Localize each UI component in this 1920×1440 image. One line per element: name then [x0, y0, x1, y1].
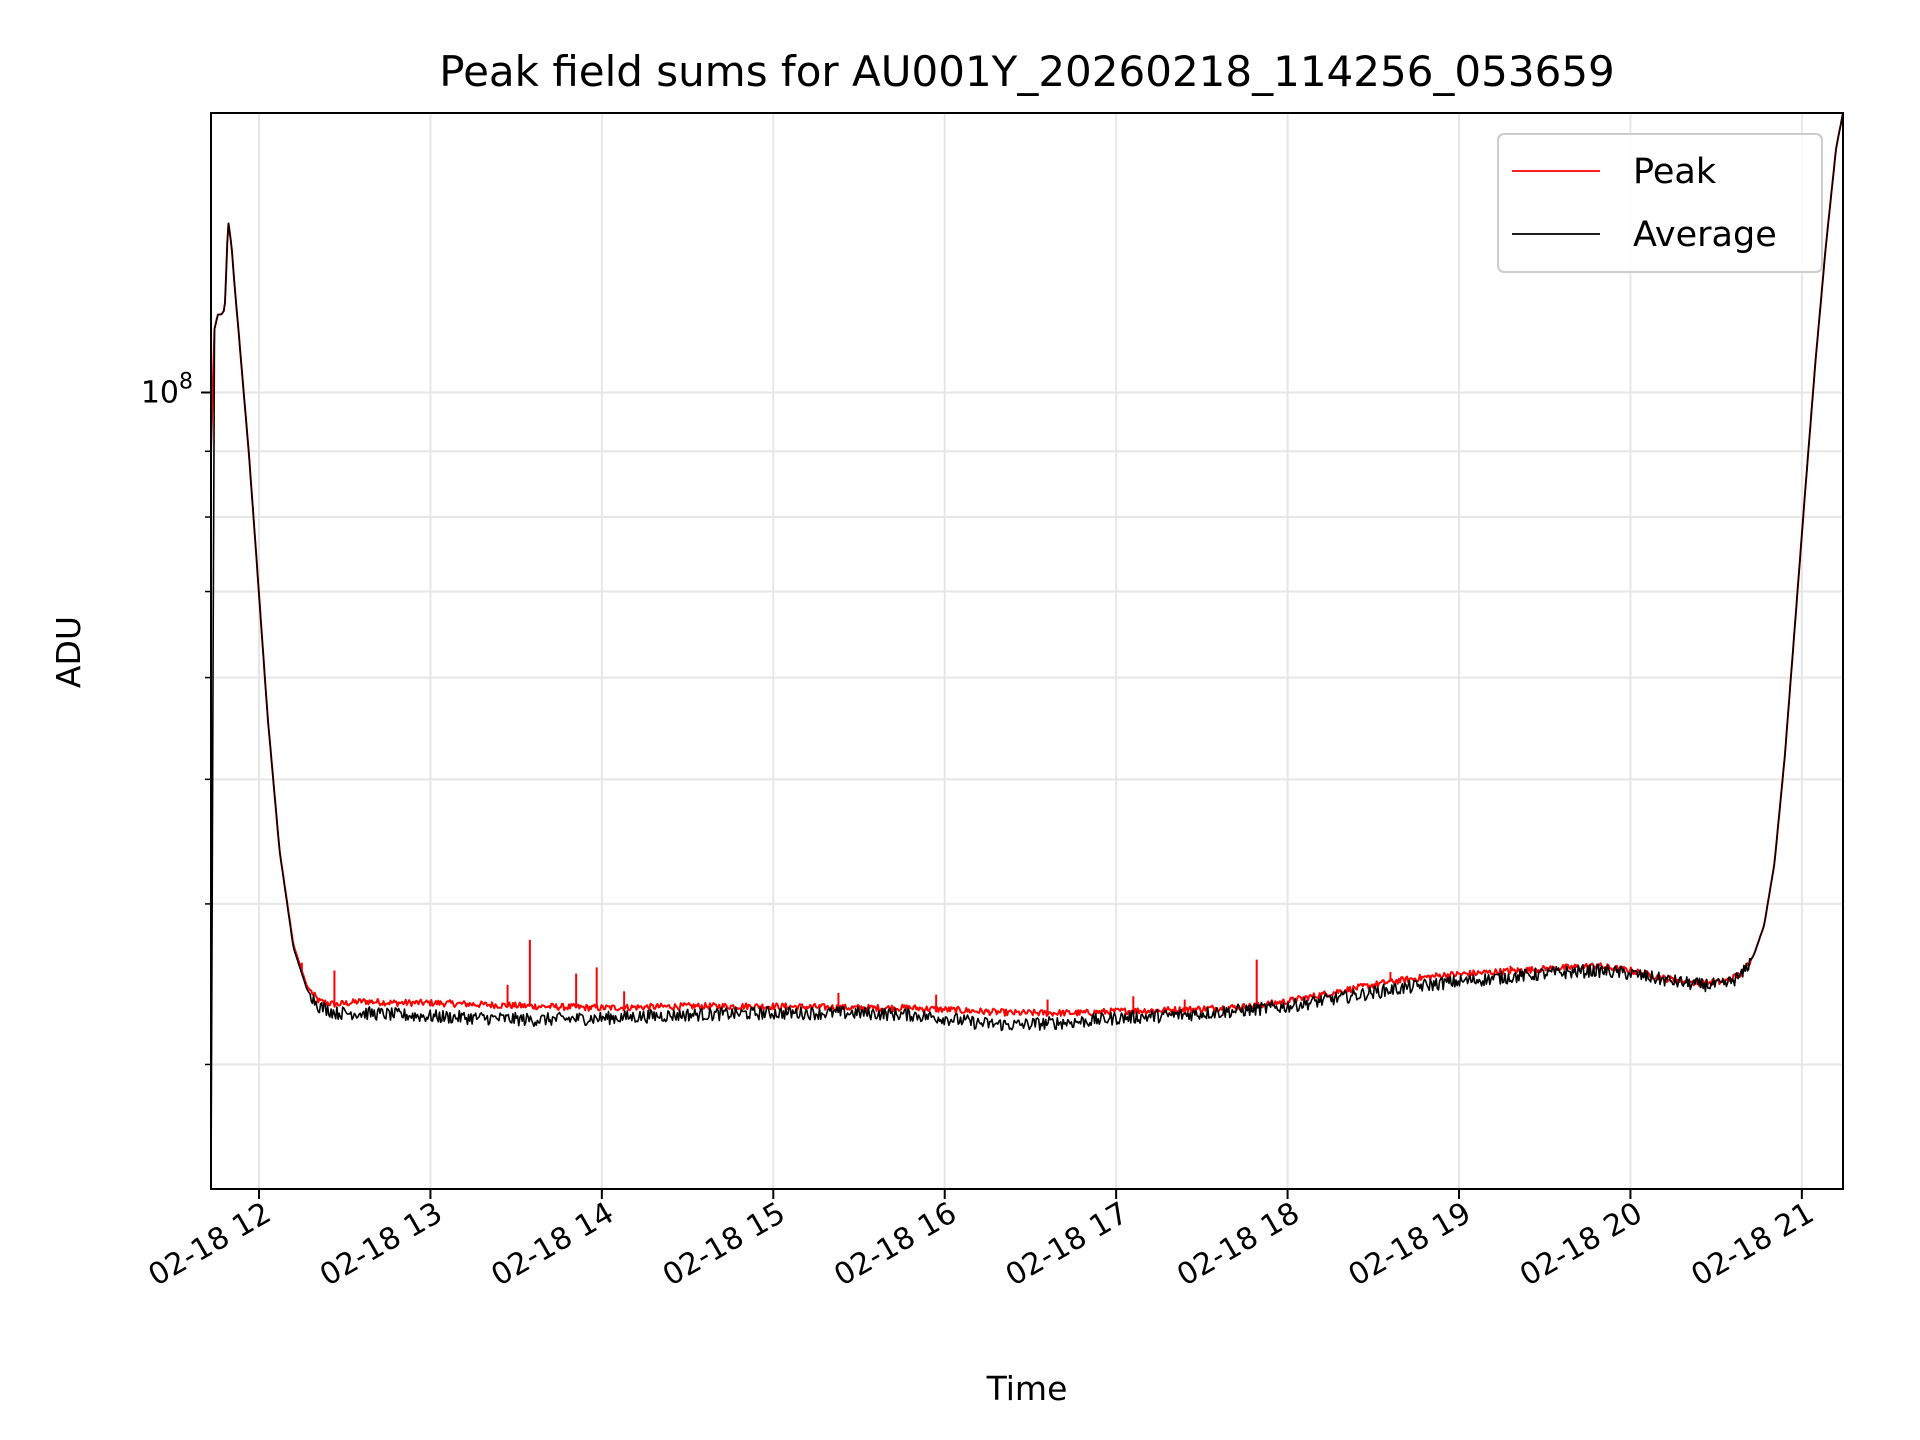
series-line	[211, 113, 1843, 1189]
chart-title: Peak field sums for AU001Y_20260218_1142…	[439, 47, 1615, 96]
grid	[211, 113, 1843, 1189]
legend-average-label: Average	[1633, 215, 1777, 255]
series-peak	[211, 113, 1843, 1017]
plot-frame	[210, 112, 1844, 1190]
legend-peak-label: Peak	[1633, 152, 1717, 192]
legend: Peak Average	[1497, 133, 1823, 273]
y-axis: 108	[141, 369, 211, 1066]
y-axis-title: ADU	[49, 616, 88, 688]
plot-area	[211, 113, 1843, 1189]
series-line	[211, 113, 1843, 1017]
series-average	[211, 113, 1843, 1189]
y-tick-label: 108	[141, 369, 193, 410]
legend-box	[1497, 133, 1823, 273]
x-axis-title: Time	[986, 1369, 1068, 1408]
